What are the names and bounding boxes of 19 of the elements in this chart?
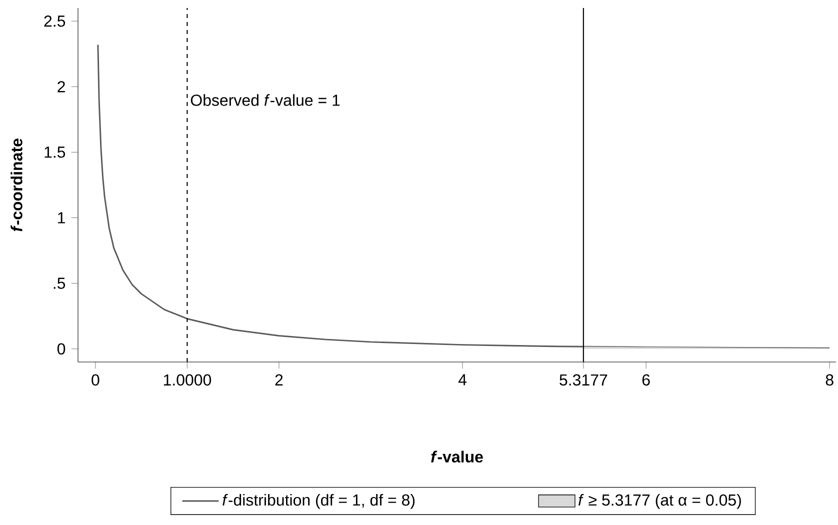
x-axis-title: f-value: [431, 450, 483, 463]
x-tick-label: 5.3177: [560, 374, 608, 386]
x-tick-label: 0: [92, 374, 100, 386]
legend-label: f ≥ 5.3177 (at α = 0.05): [578, 494, 741, 509]
y-tick-label: 1: [58, 212, 65, 224]
legend-label: f-distribution (df = 1, df = 8): [222, 494, 415, 509]
x-tick-label: 4: [458, 374, 466, 386]
x-tick-label: 6: [642, 374, 650, 386]
y-tick-label: 2.5: [44, 15, 66, 27]
line-series: [97, 44, 830, 349]
y-tick-label: 0: [57, 343, 66, 355]
y-axis-title: f-coordinate: [10, 138, 22, 232]
y-tick-label: .5: [54, 278, 66, 289]
x-tick-label: 1.0000: [164, 374, 212, 386]
y-tick-label: 1.5: [44, 146, 66, 158]
y-tick-label: 2: [58, 81, 65, 92]
x-tick-label: 2: [275, 374, 283, 386]
ref-line-label: Observed f-value = 1: [190, 94, 340, 106]
x-tick-label: 8: [826, 374, 834, 386]
